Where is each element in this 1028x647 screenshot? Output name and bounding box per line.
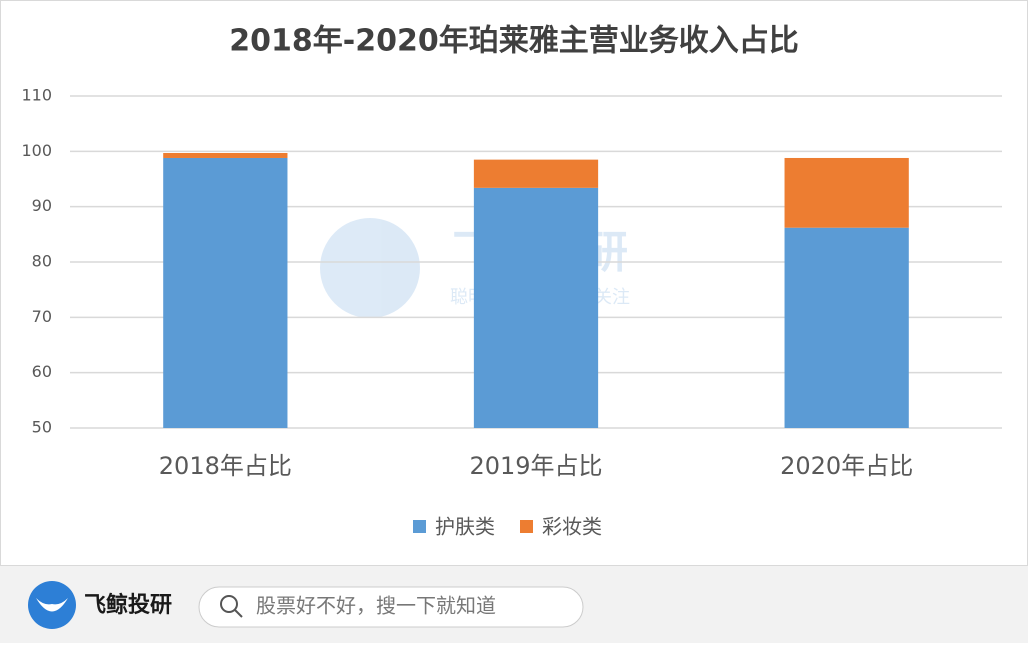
- search-icon-handle: [234, 609, 243, 618]
- bar-segment: [163, 157, 288, 428]
- y-tick-label: 60: [32, 362, 52, 381]
- bar-segment: [163, 152, 288, 158]
- y-tick-label: 110: [21, 86, 52, 105]
- search-box[interactable]: [198, 586, 584, 628]
- bar-segment: [784, 227, 909, 428]
- legend-swatch: [413, 520, 426, 533]
- footer-brand: 飞鲸投研: [84, 592, 172, 618]
- y-tick-label: 80: [32, 252, 52, 271]
- legend-label: 护肤类: [435, 515, 495, 539]
- search-icon: [220, 595, 238, 613]
- y-tick-label: 100: [21, 141, 52, 160]
- watermark-logo: [320, 218, 420, 318]
- y-tick-label: 50: [32, 418, 52, 437]
- x-tick-label: 2018年占比: [159, 452, 292, 480]
- chart-title: 2018年-2020年珀莱雅主营业务收入占比: [229, 24, 798, 59]
- search-placeholder: 股票好不好，搜一下就知道: [256, 594, 496, 618]
- y-tick-label: 90: [32, 196, 52, 215]
- bar-segment: [784, 157, 909, 228]
- x-tick-label: 2020年占比: [780, 452, 913, 480]
- bar-segment: [473, 187, 599, 428]
- legend-swatch: [520, 520, 533, 533]
- bar-segment: [473, 159, 599, 188]
- y-tick-label: 70: [32, 307, 52, 326]
- footer-logo-mark: [36, 598, 68, 612]
- x-tick-label: 2019年占比: [469, 452, 602, 480]
- legend-label: 彩妆类: [542, 515, 602, 539]
